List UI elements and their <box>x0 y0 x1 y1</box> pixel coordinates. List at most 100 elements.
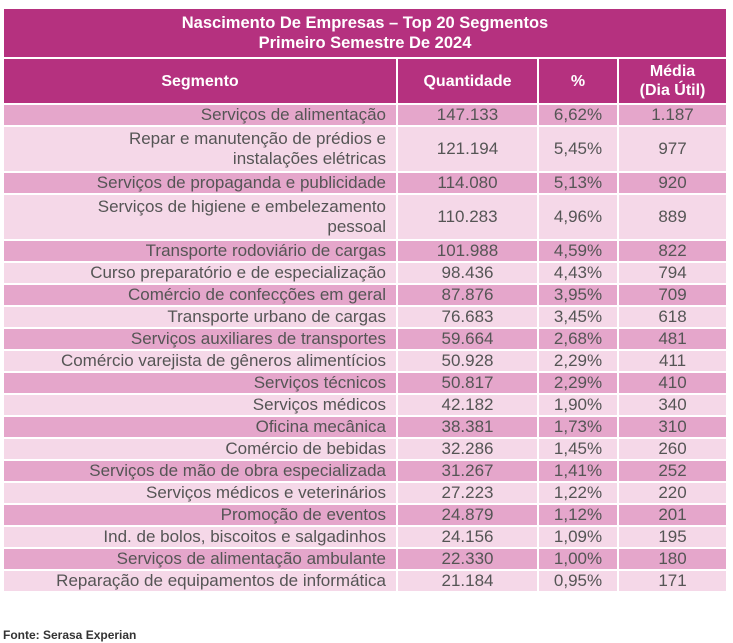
average-cell: 201 <box>617 503 728 527</box>
table-row: Serviços médicos 42.182 1,90% 340 <box>2 393 728 417</box>
percent-cell: 3,95% <box>537 283 619 307</box>
segment-cell: Comércio varejista de gêneros alimentíci… <box>2 349 398 373</box>
quantity-cell: 38.381 <box>396 415 539 439</box>
segment-cell: Oficina mecânica <box>2 415 398 439</box>
quantity-cell: 22.330 <box>396 547 539 571</box>
table-row: Serviços de alimentação ambulante 22.330 1… <box>2 547 728 571</box>
percent-cell: 3,45% <box>537 305 619 329</box>
quantity-cell: 147.133 <box>396 103 539 127</box>
segment-cell: Serviços médicos <box>2 393 398 417</box>
segment-line1: Serviços de alimentação ambulante <box>116 549 386 568</box>
table-row: Oficina mecânica 38.381 1,73% 310 <box>2 415 728 439</box>
percent-cell: 5,45% <box>537 125 619 173</box>
segment-line1: Repar e manutenção de prédios e <box>128 129 386 148</box>
segment-line1: Serviços de alimentação <box>200 105 386 124</box>
average-cell: 411 <box>617 349 728 373</box>
average-cell: 794 <box>617 261 728 285</box>
table-row: Serviços técnicos 50.817 2,29% 410 <box>2 371 728 395</box>
segment-cell: Serviços técnicos <box>2 371 398 395</box>
average-cell: 180 <box>617 547 728 571</box>
average-cell: 252 <box>617 459 728 483</box>
percent-cell: 1,22% <box>537 481 619 505</box>
quantity-cell: 76.683 <box>396 305 539 329</box>
segment-line1: Transporte urbano de cargas <box>167 307 386 326</box>
average-cell: 481 <box>617 327 728 351</box>
average-cell: 1.187 <box>617 103 728 127</box>
table-row: Promoção de eventos 24.879 1,12% 201 <box>2 503 728 527</box>
ranking-table-container: Nascimento De Empresas – Top 20 Segmento… <box>2 7 728 593</box>
segment-line1: Comércio de bebidas <box>225 439 386 458</box>
quantity-cell: 50.928 <box>396 349 539 373</box>
average-cell: 977 <box>617 125 728 173</box>
segment-line1: Serviços médicos e veterinários <box>146 483 386 502</box>
segment-cell: Ind. de bolos, biscoitos e salgadinhos <box>2 525 398 549</box>
table-row: Repar e manutenção de prédios e instalaçõ… <box>2 125 728 173</box>
segment-line1: Comércio varejista de gêneros alimentíci… <box>60 351 386 370</box>
quantity-cell: 59.664 <box>396 327 539 351</box>
segment-cell: Comércio de bebidas <box>2 437 398 461</box>
average-cell: 618 <box>617 305 728 329</box>
quantity-cell: 121.194 <box>396 125 539 173</box>
segment-line1: Serviços de mão de obra especializada <box>89 461 386 480</box>
segment-line1: Serviços auxiliares de transportes <box>130 329 386 348</box>
average-cell: 889 <box>617 193 728 241</box>
quantity-cell: 31.267 <box>396 459 539 483</box>
segment-cell: Serviços de mão de obra especializada <box>2 459 398 483</box>
segment-cell: Comércio de confecções em geral <box>2 283 398 307</box>
percent-cell: 6,62% <box>537 103 619 127</box>
table-title-line1: Nascimento De Empresas – Top 20 Segmento… <box>181 14 549 32</box>
percent-cell: 2,29% <box>537 371 619 395</box>
percent-cell: 5,13% <box>537 171 619 195</box>
header-row: Segmento Quantidade % Média (Dia Útil) <box>2 57 728 105</box>
table-row: Serviços auxiliares de transportes 59.664… <box>2 327 728 351</box>
percent-cell: 0,95% <box>537 569 619 593</box>
header-average: Média (Dia Útil) <box>617 57 728 105</box>
header-segment: Segmento <box>2 57 398 105</box>
percent-cell: 4,43% <box>537 261 619 285</box>
quantity-cell: 114.080 <box>396 171 539 195</box>
table-title: Nascimento De Empresas – Top 20 Segmento… <box>2 7 728 59</box>
quantity-cell: 21.184 <box>396 569 539 593</box>
percent-cell: 1,45% <box>537 437 619 461</box>
segment-cell: Transporte rodoviário de cargas <box>2 239 398 263</box>
header-quantity: Quantidade <box>396 57 539 105</box>
quantity-cell: 98.436 <box>396 261 539 285</box>
average-cell: 195 <box>617 525 728 549</box>
segment-cell: Serviços médicos e veterinários <box>2 481 398 505</box>
segment-cell: Serviços auxiliares de transportes <box>2 327 398 351</box>
table-row: Curso preparatório e de especialização 98… <box>2 261 728 285</box>
percent-cell: 1,41% <box>537 459 619 483</box>
percent-cell: 1,73% <box>537 415 619 439</box>
table-row: Comércio de bebidas 32.286 1,45% 260 <box>2 437 728 461</box>
segment-cell: Transporte urbano de cargas <box>2 305 398 329</box>
segment-line1: Serviços de propaganda e publicidade <box>96 173 386 192</box>
percent-cell: 1,00% <box>537 547 619 571</box>
table-title-line2: Primeiro Semestre De 2024 <box>258 34 472 52</box>
quantity-cell: 24.879 <box>396 503 539 527</box>
average-cell: 310 <box>617 415 728 439</box>
percent-cell: 1,12% <box>537 503 619 527</box>
table-row: Serviços de mão de obra especializada 31.… <box>2 459 728 483</box>
percent-cell: 1,90% <box>537 393 619 417</box>
table-row: Reparação de equipamentos de informática… <box>2 569 728 593</box>
header-percent: % <box>537 57 619 105</box>
segment-line2: instalações elétricas <box>232 149 386 168</box>
segment-line1: Ind. de bolos, biscoitos e salgadinhos <box>103 527 386 546</box>
percent-cell: 4,59% <box>537 239 619 263</box>
segment-line1: Serviços médicos <box>252 395 386 414</box>
average-cell: 822 <box>617 239 728 263</box>
average-cell: 340 <box>617 393 728 417</box>
segment-line1: Oficina mecânica <box>255 417 386 436</box>
table-row: Serviços de alimentação 147.133 6,62% 1.187 <box>2 103 728 127</box>
header-average-line2: (Dia Útil) <box>639 82 706 99</box>
quantity-cell: 50.817 <box>396 371 539 395</box>
table-row: Serviços de higiene e embelezamento pesso… <box>2 193 728 241</box>
percent-cell: 4,96% <box>537 193 619 241</box>
segment-cell: Repar e manutenção de prédios e instalaçõ… <box>2 125 398 173</box>
segment-line1: Promoção de eventos <box>220 505 386 524</box>
quantity-cell: 87.876 <box>396 283 539 307</box>
quantity-cell: 42.182 <box>396 393 539 417</box>
average-cell: 709 <box>617 283 728 307</box>
segment-cell: Serviços de higiene e embelezamento pesso… <box>2 193 398 241</box>
segment-line1: Reparação de equipamentos de informática <box>56 571 386 590</box>
